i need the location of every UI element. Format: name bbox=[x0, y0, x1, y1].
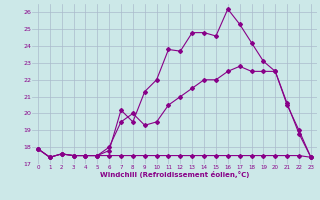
X-axis label: Windchill (Refroidissement éolien,°C): Windchill (Refroidissement éolien,°C) bbox=[100, 171, 249, 178]
